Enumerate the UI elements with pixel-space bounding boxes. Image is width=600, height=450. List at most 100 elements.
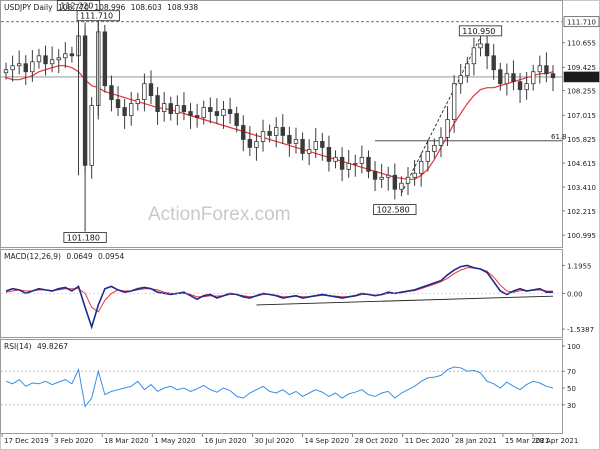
price-bar [412,159,417,186]
ohlc-close: 108.938 [167,3,198,12]
price-annotation: 101.180 [63,232,107,243]
price-bar [320,132,325,161]
x-axis-label: 17 Dec 2019 [4,437,49,445]
price-bar [208,97,213,124]
price-bar [135,92,141,111]
price-bar-body [16,63,22,67]
macd-y-tick-label: 1.1955 [567,263,592,271]
price-bar-body [418,160,424,174]
price-bar [234,106,239,133]
price-bar-body [504,73,510,85]
price-bar [122,99,127,129]
x-axis-label: 14 Sep 2020 [305,437,349,445]
price-bar-body [353,162,358,165]
x-axis-label: 3 Feb 2020 [54,437,93,445]
price-bar [432,138,437,159]
price-bar [293,127,299,154]
price-bar-body [287,135,292,144]
price-y-tick-label: 108.255 [567,88,596,96]
price-bar-body [366,156,371,172]
price-bar-body [168,103,173,114]
price-bar-body [135,99,141,104]
price-bar [142,73,147,112]
price-bar-body [142,83,147,101]
ohlc-high: 108.996 [94,3,125,12]
price-bar [36,48,42,69]
x-axis-label: 11 Dec 2020 [405,437,450,445]
current-price-tag [563,71,600,83]
price-bar-body [399,182,404,190]
price-bar [227,97,233,124]
price-bar-body [63,53,68,59]
price-bar [333,150,338,169]
price-bar [531,64,536,91]
price-bar-body [36,55,42,63]
price-bar [313,128,318,158]
symbol-header: USDJPY Daily [4,3,53,12]
rsi-header: RSI(14) 49.8267 [4,342,68,351]
price-bar-body [241,125,246,140]
price-bar [339,147,345,182]
macd-line [5,264,553,330]
price-y-tick-label: 100.995 [567,232,596,240]
price-bar-body [49,59,55,65]
price-bar [267,124,272,143]
annotation-box [76,10,120,22]
fib-level-label: 61.8 [551,133,567,141]
rsi-y-tick-label: 50 [567,385,576,393]
price-bar [544,52,549,83]
x-axis-label: 18 Mar 2020 [104,437,148,445]
price-bar [438,127,444,158]
price-bar [30,50,35,82]
price-bar-body [392,174,398,190]
price-bar-body [247,139,253,148]
price-bar [326,135,332,172]
price-bar [175,95,180,126]
price-y-tick-label: 110.655 [567,40,596,48]
price-bar-body [484,43,490,57]
macd-y-tick-label: -1.5387 [567,326,594,334]
price-y-tick-label: 102.215 [567,208,596,216]
price-bar [346,149,351,178]
price-annotation: 111.710 [76,10,120,22]
price-y-tick-label: 104.615 [567,160,596,168]
price-bar [484,35,490,70]
price-bar-body [293,139,299,144]
price-bar [254,132,259,161]
price-bar [89,97,94,179]
price-bar [155,87,160,125]
price-bar [511,60,516,91]
price-bar [56,49,61,74]
price-bar-body [214,111,220,116]
x-axis-label: 28 Oct 2020 [355,437,398,445]
price-bar [10,55,15,82]
price-bar [550,65,556,92]
price-bar [102,24,108,93]
rsi-y-tick-label: 70 [567,368,576,376]
price-bar [425,139,430,172]
price-bar-body [478,43,483,49]
price-bar [3,62,9,80]
annotation-text: 111.710 [80,12,113,21]
price-panel [0,0,563,248]
price-bar-body [313,141,318,150]
rsi-line [5,366,554,408]
annotation-box [63,232,107,243]
price-bar-body [267,131,272,136]
price-bar [241,115,246,152]
annotation-text: 112.220 [60,2,93,11]
price-bar-body [412,172,417,178]
rsi-y-tick-label: 30 [567,402,576,410]
price-bar-body [471,47,477,65]
price-bar-body [155,95,160,112]
price-bar-body [451,83,457,120]
price-bar-body [465,63,470,77]
price-bar-body [221,109,226,116]
price-bar-body [10,65,15,71]
price-bar-body [372,170,378,180]
x-axis-label: 1 May 2020 [154,437,195,445]
price-bar [372,161,378,192]
price-bar [194,103,200,128]
price-bar-body [3,69,9,74]
